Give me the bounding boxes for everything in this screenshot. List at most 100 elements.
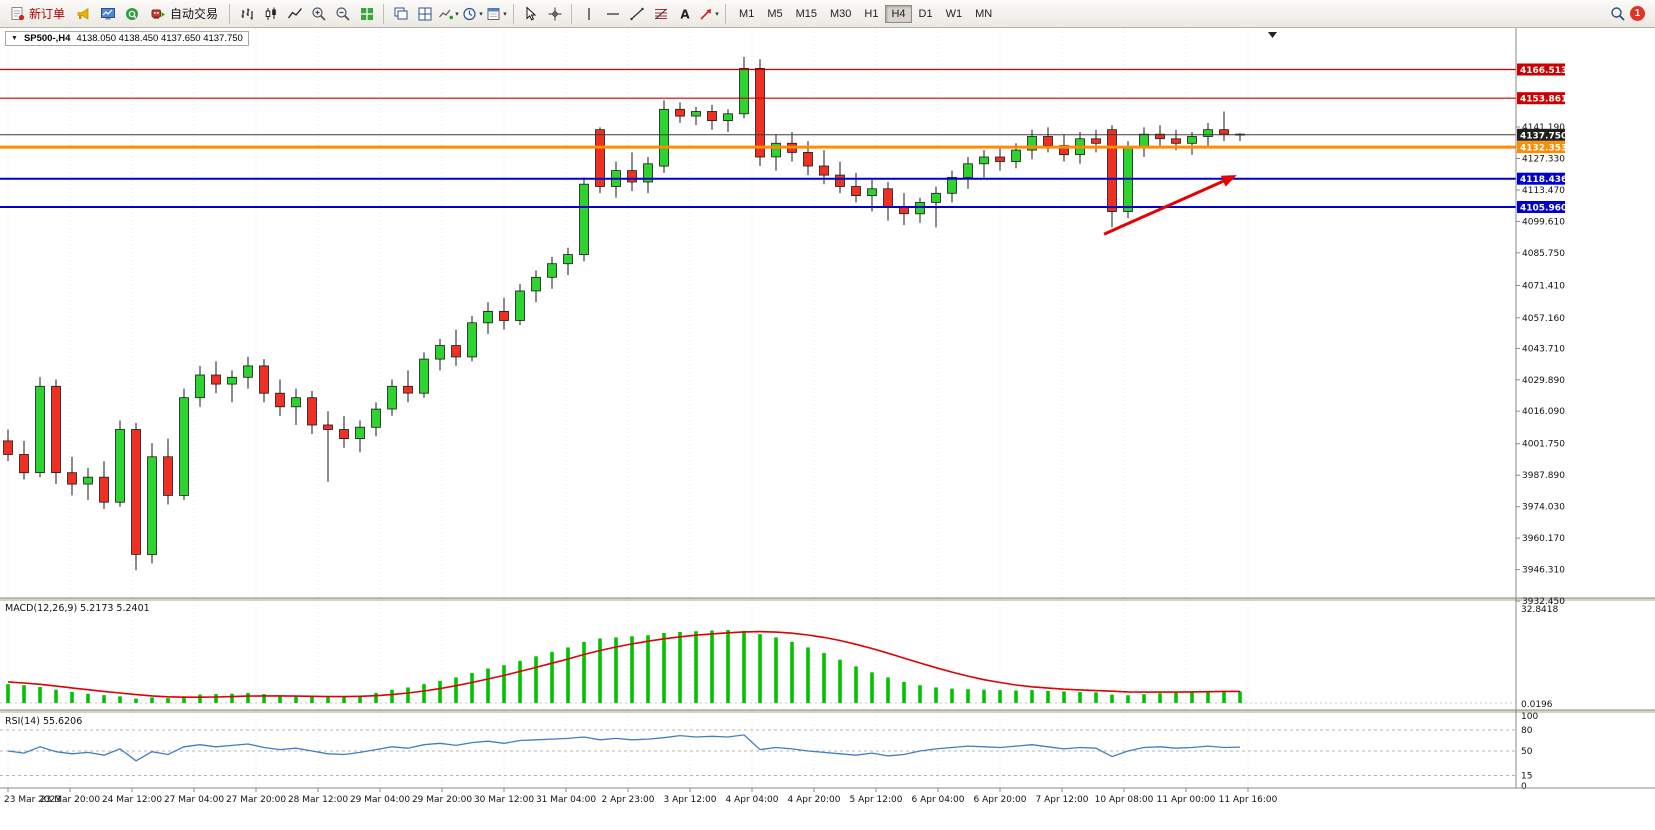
svg-text:5 Apr 12:00: 5 Apr 12:00 [850, 795, 903, 805]
horizontal-line-icon[interactable] [601, 3, 624, 25]
arrange-windows-icon[interactable] [413, 3, 436, 25]
svg-text:4057.160: 4057.160 [1522, 314, 1565, 324]
svg-text:4153.861: 4153.861 [1520, 95, 1567, 105]
zoom-out-icon[interactable] [331, 3, 354, 25]
timeframe-m5[interactable]: M5 [767, 7, 783, 20]
macd-label: MACD(12,26,9) 5.2173 5.2401 [5, 603, 150, 614]
svg-text:10 Apr 08:00: 10 Apr 08:00 [1095, 795, 1154, 805]
svg-text:4071.410: 4071.410 [1522, 282, 1565, 292]
search-icon[interactable] [1606, 3, 1629, 25]
market-watch-icon[interactable] [96, 3, 119, 25]
new-order-label: 新订单 [29, 7, 66, 21]
line-chart-icon[interactable] [283, 3, 306, 25]
chart-ohlc-values: 4138.050 4138.450 4137.650 4137.750 [76, 33, 243, 44]
svg-text:80: 80 [1521, 726, 1533, 736]
svg-text:4029.890: 4029.890 [1522, 376, 1565, 386]
toolbar-separator [513, 3, 515, 24]
auto-trading-button[interactable]: 自动交易 [144, 2, 224, 25]
timeframe-d1[interactable]: D1 [918, 7, 933, 20]
svg-text:15: 15 [1521, 772, 1532, 782]
chevron-down-icon: ▾ [715, 10, 719, 18]
alerts-horn-icon[interactable] [72, 3, 95, 25]
pane-separator[interactable] [0, 598, 1655, 601]
zoom-in-icon[interactable] [307, 3, 330, 25]
cursor-icon[interactable] [519, 3, 542, 25]
grid-lines [7, 28, 1249, 788]
svg-text:27 Mar 04:00: 27 Mar 04:00 [164, 795, 224, 805]
toolbar-separator [571, 3, 573, 24]
svg-text:4105.960: 4105.960 [1520, 204, 1567, 214]
svg-text:4118.436: 4118.436 [1520, 175, 1567, 185]
timeframe-m30[interactable]: M30 [830, 7, 852, 20]
chevron-down-icon: ▾ [455, 10, 459, 18]
text-label-icon[interactable]: A [673, 3, 696, 25]
main-toolbar: 新订单 自动交易 ▾ ▾ [0, 0, 1655, 28]
horizontal-lines[interactable] [0, 68, 1516, 208]
community-icon[interactable] [120, 3, 143, 25]
svg-text:4141.190: 4141.190 [1522, 123, 1565, 133]
trend-arrow[interactable] [1103, 175, 1237, 236]
svg-text:50: 50 [1521, 747, 1533, 757]
new-order-button[interactable]: 新订单 [4, 2, 71, 25]
timeframe-h1[interactable]: H1 [864, 7, 879, 20]
vertical-line-icon[interactable] [577, 3, 600, 25]
candlestick-icon[interactable] [259, 3, 282, 25]
svg-text:23 Mar 20:00: 23 Mar 20:00 [40, 795, 100, 805]
svg-text:23 Mar 2023: 23 Mar 2023 [4, 795, 61, 805]
timeframe-mn[interactable]: MN [975, 7, 993, 20]
svg-text:3946.310: 3946.310 [1522, 566, 1565, 576]
price-tag [1517, 92, 1565, 105]
candles[interactable] [3, 57, 1245, 571]
macd-signal-line [7, 630, 1240, 699]
auto-trading-label: 自动交易 [170, 7, 219, 21]
notification-badge[interactable]: 1 [1630, 6, 1645, 21]
svg-text:6 Apr 04:00: 6 Apr 04:00 [912, 795, 965, 805]
toolbar-separator [229, 3, 231, 24]
trendline-icon[interactable] [625, 3, 648, 25]
rsi-pane: RSI(14) 55.6206 100 80 50 150 [0, 712, 1538, 792]
toolbar-separator [383, 3, 385, 24]
price-tag [1517, 63, 1565, 76]
pane-separator[interactable] [0, 710, 1655, 713]
timeframe-group: M1 M5 M15 M30 H1 H4 D1 W1 MN [733, 4, 998, 23]
crosshair-icon[interactable] [543, 3, 566, 25]
timeframe-h4[interactable]: H4 [885, 4, 912, 23]
timeframe-m15[interactable]: M15 [795, 7, 817, 20]
svg-text:0: 0 [1521, 782, 1527, 792]
bar-chart-icon[interactable] [235, 3, 258, 25]
chart-canvas[interactable]: MACD(12,26,9) 5.2173 5.2401 32.8418 0.0196… [0, 28, 1655, 811]
svg-text:A: A [680, 7, 690, 21]
periods-clock-icon[interactable]: ▾ [461, 3, 484, 25]
timeframe-m1[interactable]: M1 [739, 7, 755, 20]
svg-text:3 Apr 12:00: 3 Apr 12:00 [664, 795, 717, 805]
svg-text:4085.750: 4085.750 [1522, 249, 1565, 259]
svg-text:30 Mar 12:00: 30 Mar 12:00 [474, 795, 534, 805]
svg-text:2 Apr 23:00: 2 Apr 23:00 [602, 795, 655, 805]
cascade-windows-icon[interactable] [389, 3, 412, 25]
svg-text:3932.450: 3932.450 [1522, 597, 1565, 607]
chart-shift-marker[interactable] [1268, 32, 1277, 38]
price-scale[interactable]: 4141.190 4127.330 4113.470 4099.610 4085.750… [1515, 28, 1567, 788]
indicators-icon[interactable]: ▾ [437, 3, 460, 25]
chevron-down-icon: ▾ [479, 10, 483, 18]
svg-text:3987.890: 3987.890 [1522, 471, 1565, 481]
arrow-object-icon[interactable]: ▾ [697, 3, 720, 25]
svg-text:4001.750: 4001.750 [1522, 440, 1565, 450]
timeframe-w1[interactable]: W1 [945, 7, 963, 20]
auto-trading-robot-icon [151, 9, 166, 19]
svg-text:3960.170: 3960.170 [1522, 534, 1565, 544]
svg-text:3974.030: 3974.030 [1522, 503, 1565, 513]
rsi-label: RSI(14) 55.6206 [5, 716, 82, 727]
templates-icon[interactable]: ▾ [485, 3, 508, 25]
price-tag [1517, 172, 1565, 185]
fibonacci-icon[interactable] [649, 3, 672, 25]
chevron-down-icon: ▾ [503, 10, 507, 18]
rsi-line [7, 734, 1241, 762]
svg-text:27 Mar 20:00: 27 Mar 20:00 [226, 795, 286, 805]
svg-text:11 Apr 16:00: 11 Apr 16:00 [1219, 795, 1278, 805]
tile-windows-icon[interactable] [355, 3, 378, 25]
collapse-trade-panel-icon[interactable]: ▼ [11, 35, 18, 42]
svg-text:4043.710: 4043.710 [1522, 344, 1565, 354]
svg-text:32.8418: 32.8418 [1521, 605, 1558, 615]
